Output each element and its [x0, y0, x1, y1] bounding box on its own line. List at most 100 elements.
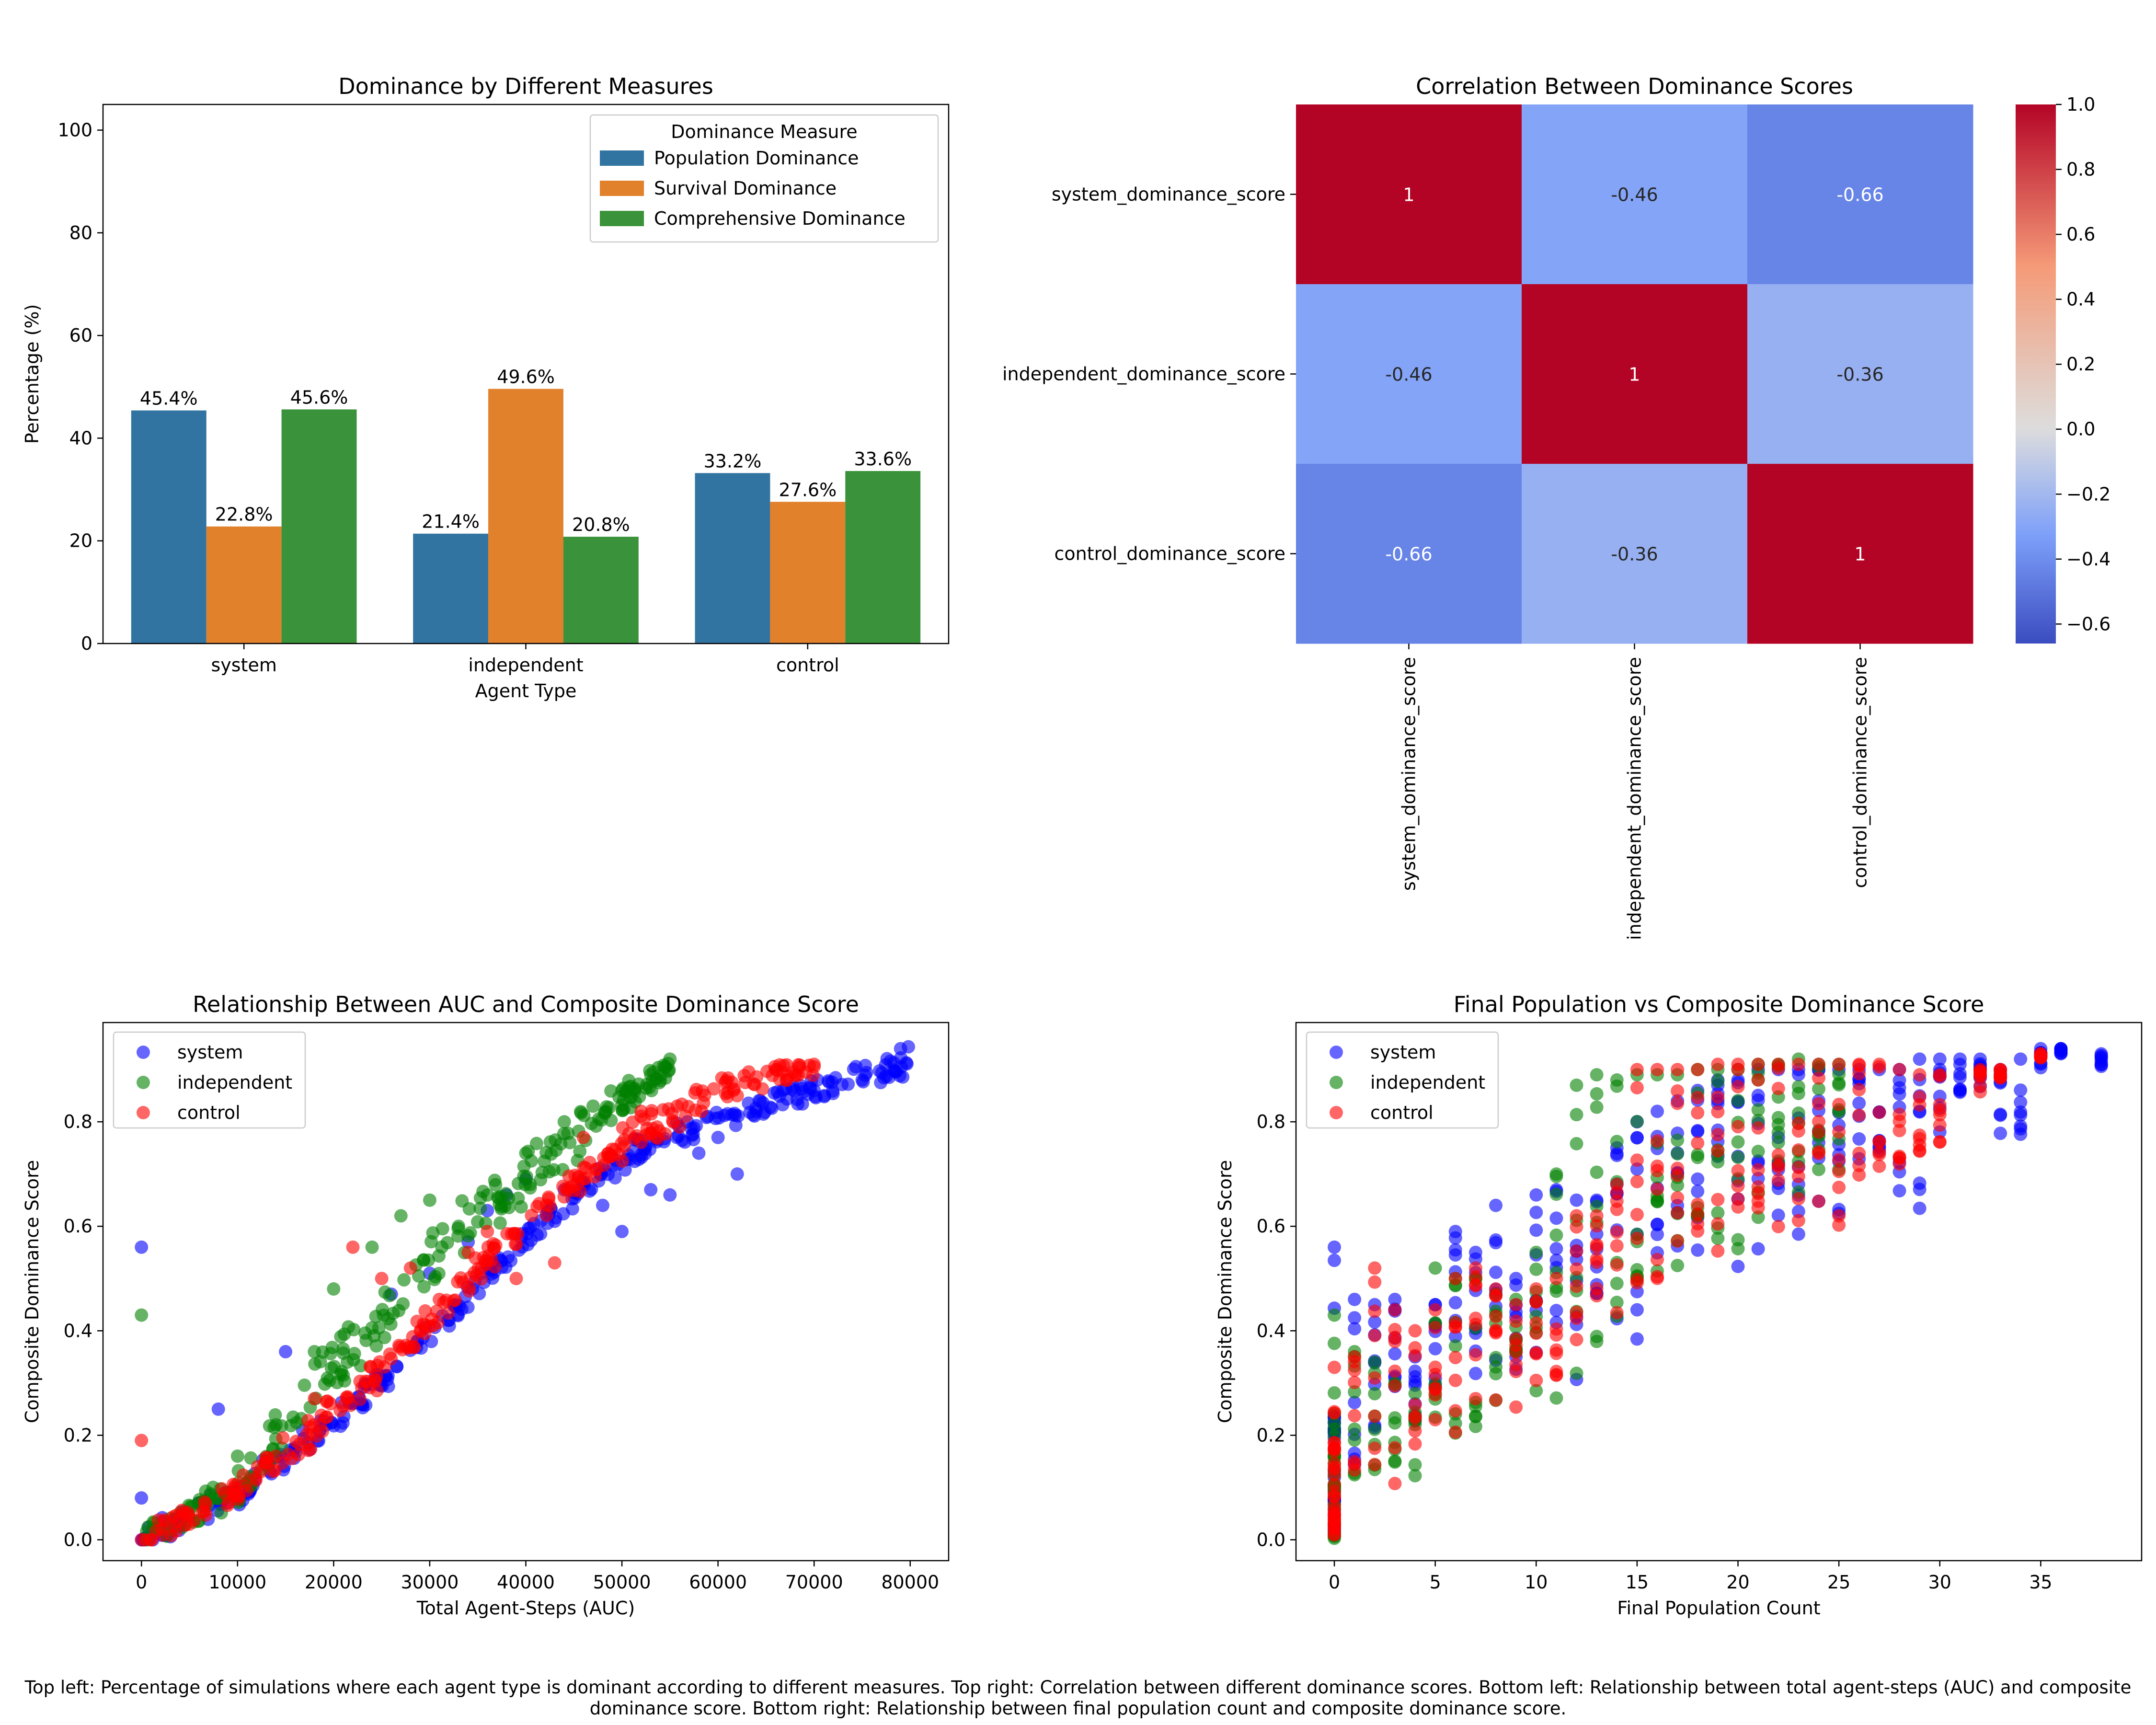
scatter-point [1731, 1058, 1745, 1071]
scatter-point [603, 1150, 617, 1164]
x-tick-label: 30 [1928, 1572, 1951, 1593]
scatter-point [1691, 1207, 1705, 1221]
scatter-point [681, 1100, 695, 1114]
colorbar-tick-label: 0.0 [2066, 419, 2095, 440]
scatter-point [1852, 1096, 1866, 1110]
scatter-point [1348, 1396, 1362, 1410]
scatter-point [1852, 1082, 1866, 1096]
scatter-point [1651, 1194, 1664, 1208]
scatter-point [1590, 1068, 1604, 1082]
scatter-point [269, 1418, 283, 1432]
scatter-point [1671, 1206, 1685, 1219]
heatmap-cell-label: -0.46 [1385, 364, 1432, 385]
scatter-point [2014, 1052, 2028, 1066]
scatter-point [835, 1078, 849, 1092]
scatter-point [1630, 1081, 1644, 1094]
scatter-point [1590, 1282, 1604, 1296]
scatter-point [1590, 1255, 1604, 1269]
scatter-point [135, 1434, 149, 1448]
scatter-point [1771, 1058, 1785, 1071]
scatter-point [1994, 1108, 2007, 1122]
scatter-point [1529, 1326, 1543, 1340]
scatter-point [1872, 1105, 1886, 1119]
y-tick-label: 0.4 [1257, 1320, 1285, 1341]
legend-swatch [600, 181, 644, 196]
heatmap-cell-label: -0.66 [1385, 544, 1432, 565]
colorbar-tick-label: 0.8 [2066, 159, 2095, 180]
scatter-point [1468, 1419, 1482, 1433]
scatter-point [617, 1139, 631, 1153]
scatter-point [451, 1229, 465, 1243]
scatter-point [1731, 1120, 1745, 1134]
bar-value-label: 45.4% [140, 388, 198, 409]
x-tick-label: 0 [1329, 1572, 1340, 1593]
scatter-point [504, 1254, 518, 1267]
scatter-point [622, 1127, 636, 1140]
scatter-point [1872, 1148, 1886, 1162]
scatter-point [211, 1402, 225, 1416]
row-label: system_dominance_score [1052, 184, 1285, 205]
scatter-point [730, 1167, 744, 1181]
scatter-point [1651, 1228, 1664, 1242]
scatter-point [1468, 1245, 1482, 1259]
scatter-point [1368, 1441, 1382, 1455]
scatter-point [1852, 1146, 1866, 1160]
scatter-point [1630, 1276, 1644, 1290]
scatter-point [1973, 1063, 1987, 1077]
scatter-point [663, 1188, 677, 1202]
scatter-point [182, 1508, 195, 1522]
scatter-point [1408, 1387, 1422, 1401]
scatter-point [481, 1225, 494, 1239]
scatter-point [1651, 1063, 1664, 1077]
scatter-point [514, 1200, 528, 1214]
scatter-point [2094, 1059, 2108, 1073]
scatter-point [169, 1524, 183, 1538]
y-tick-label: 60 [69, 325, 92, 346]
scatter-point [135, 1240, 149, 1254]
figure-caption: Top left: Percentage of simulations wher… [24, 1677, 2132, 1719]
scatter-point [602, 1101, 616, 1115]
legend-entry: Population Dominance [654, 148, 859, 169]
scatter-point [286, 1410, 300, 1424]
scatter-point [1751, 1103, 1765, 1117]
bar-system-2 [281, 409, 357, 644]
x-tick-label: independent [468, 655, 583, 676]
scatter-point [1509, 1314, 1523, 1328]
scatter-point [1771, 1173, 1785, 1187]
scatter-point [1751, 1201, 1765, 1215]
scatter-point [1388, 1347, 1402, 1361]
scatter-point [1832, 1067, 1846, 1081]
scatter-point [1448, 1339, 1462, 1353]
heatmap-cell-label: 1 [1628, 364, 1640, 385]
scatter-point [1751, 1210, 1765, 1224]
scatter-point [748, 1078, 762, 1092]
heatmap-cell [1522, 464, 1748, 644]
bar-system-1 [206, 526, 282, 644]
scatter-point [1630, 1303, 1644, 1317]
scatter-point [1812, 1097, 1826, 1111]
row-label: control_dominance_score [1055, 543, 1286, 564]
legend-entry: Survival Dominance [654, 178, 837, 199]
scatter-point [1529, 1384, 1543, 1398]
scatter-point [135, 1533, 149, 1547]
scatter-point [1448, 1272, 1462, 1286]
scatter-point [1791, 1058, 1805, 1071]
scatter-point [1872, 1159, 1886, 1173]
scatter-point [426, 1226, 440, 1240]
scatter-point [1913, 1098, 1927, 1112]
scatter-point [1348, 1311, 1362, 1325]
bar-value-label: 33.6% [854, 448, 912, 470]
y-tick-label: 20 [69, 530, 92, 552]
scatter-point [1368, 1315, 1382, 1329]
scatter-point [1509, 1400, 1523, 1414]
y-tick-label: 0.8 [64, 1111, 92, 1132]
x-tick-label: 40000 [497, 1572, 555, 1593]
scatter-point [1529, 1347, 1543, 1361]
scatter-point [1892, 1063, 1906, 1077]
scatter-point [539, 1198, 553, 1212]
scatter-point [1448, 1330, 1462, 1344]
scatter-point [615, 1083, 629, 1097]
scatter-point [1468, 1317, 1482, 1331]
scatter-point [346, 1240, 360, 1254]
scatter-point [1791, 1116, 1805, 1130]
